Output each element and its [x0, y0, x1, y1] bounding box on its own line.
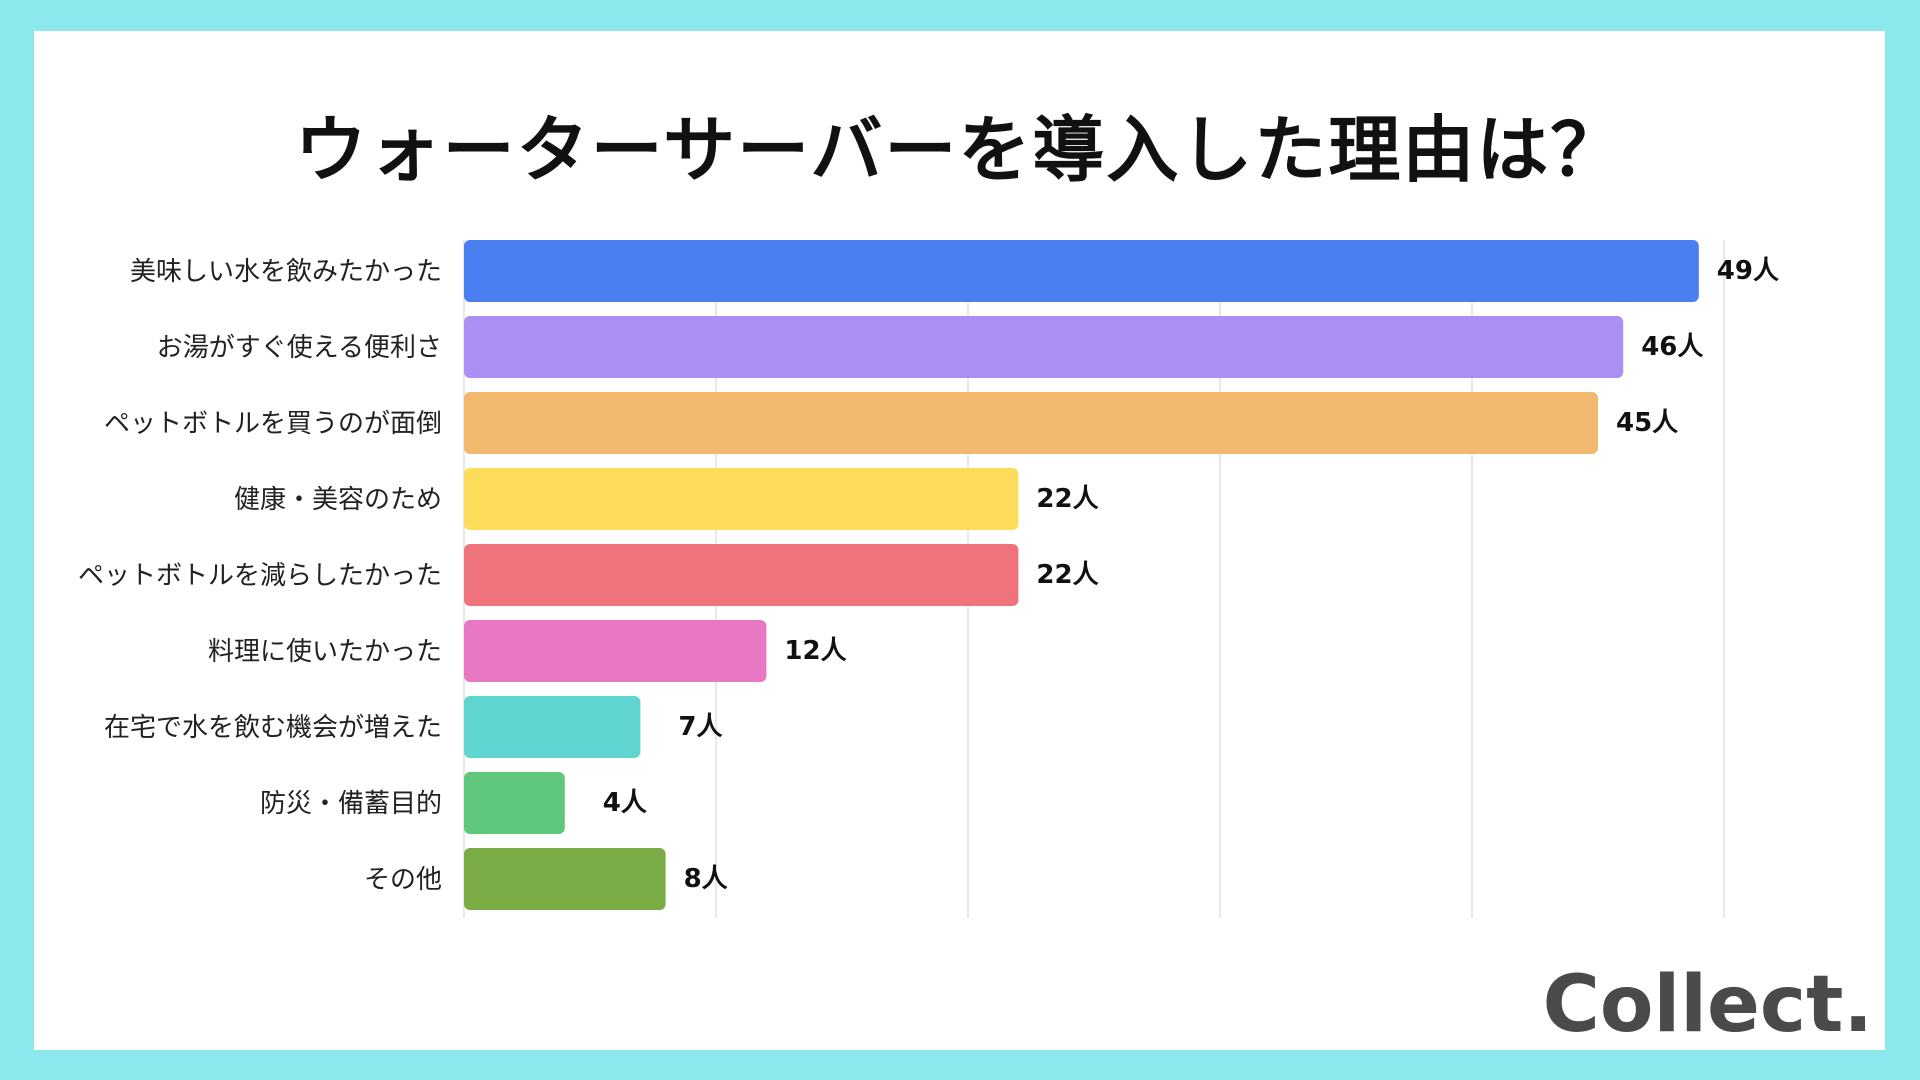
value-label-1: 49人: [1717, 256, 1779, 286]
bar-1: [464, 240, 1699, 302]
bar-6: [464, 620, 767, 682]
value-label-2: 46人: [1641, 332, 1703, 362]
bar-4: [464, 468, 1019, 530]
category-label-3: ペットボトルを買うのが面倒: [104, 409, 442, 439]
value-label-8: 4人: [603, 788, 647, 818]
category-label-2: お湯がすぐ使える便利さ: [157, 333, 442, 363]
bar-3: [464, 392, 1598, 454]
bar-9: [464, 848, 666, 910]
category-label-9: その他: [364, 865, 442, 895]
value-label-6: 12人: [784, 636, 846, 666]
category-label-4: 健康・美容のため: [234, 485, 442, 515]
bar-2: [464, 316, 1624, 378]
value-label-4: 22人: [1036, 484, 1098, 514]
value-label-9: 8人: [684, 864, 728, 894]
value-label-7: 7人: [678, 712, 722, 742]
bar-7: [464, 696, 641, 758]
category-label-1: 美味しい水を飲みたかった: [130, 257, 442, 287]
category-label-6: 料理に使いたかった: [208, 637, 442, 667]
collect-logo: Collect.: [1542, 960, 1873, 1050]
value-label-5: 22人: [1036, 560, 1098, 590]
value-label-3: 45人: [1616, 408, 1678, 438]
chart-frame: ウォーターサーバーを導入した理由は？ 美味しい水を飲みたかった 49人お湯がすぐ使…: [34, 31, 1885, 1050]
category-label-7: 在宅で水を飲む機会が増えた: [104, 713, 442, 743]
category-label-5: ペットボトルを減らしたかった: [78, 561, 442, 591]
bar-8: [464, 772, 565, 834]
category-label-8: 防災・備蓄目的: [260, 789, 442, 819]
chart-title: ウォーターサーバーを導入した理由は？: [294, 108, 1625, 192]
bar-5: [464, 544, 1019, 606]
